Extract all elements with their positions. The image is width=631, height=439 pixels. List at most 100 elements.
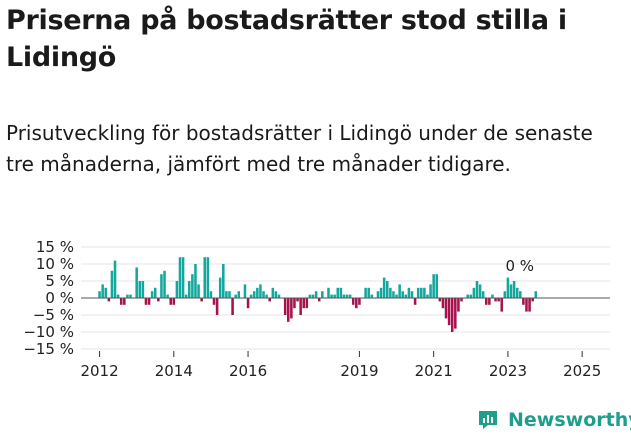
data-bar [246,298,250,309]
data-bar [512,281,516,298]
data-bar [218,277,222,298]
data-bar [116,294,120,298]
data-bar [500,298,503,312]
x-tick-label: 2023 [489,362,527,380]
data-bar [423,287,426,298]
x-tick-label: 2016 [229,362,267,380]
data-bar [194,264,197,298]
data-bar [178,257,182,298]
data-bar [209,291,213,298]
data-bar [157,298,160,302]
data-bar [432,274,435,298]
data-bar [367,287,370,298]
data-bar [141,281,145,298]
price-change-chart: 15 %10 %5 %0 %−5 %−10 %−15 %2012 2014 2016… [23,238,610,380]
data-bar [364,287,367,298]
data-bar [348,294,352,298]
brand-name: Newsworthy [508,409,631,431]
data-bar [534,291,538,298]
data-bar [494,298,497,302]
data-bar [191,274,194,298]
data-bar [302,298,306,309]
data-bar [169,298,172,305]
y-tick-label: 10 % [36,255,74,273]
data-bar [466,294,469,298]
data-bar [525,298,528,312]
data-bar [296,298,299,302]
data-bar [317,298,321,302]
data-bar [413,298,417,305]
data-bar [330,294,333,298]
data-bar [506,277,510,298]
data-bar [163,270,166,298]
data-bar [435,274,439,298]
data-bar [398,284,401,298]
data-bar [484,298,488,305]
data-bar [104,287,108,298]
data-bar [491,294,494,298]
data-bar [401,291,404,298]
data-bar [389,287,392,298]
data-bar [107,298,111,302]
x-tick-label: 2014 [155,362,193,380]
data-bar [438,298,442,302]
x-tick-label: 2021 [415,362,453,380]
data-bar [256,287,259,298]
data-bar [395,294,398,298]
data-bar [126,294,129,298]
data-bar [441,298,445,309]
data-bar [98,291,101,298]
data-bar [215,298,219,315]
data-bar [488,298,491,305]
data-bar [259,284,262,298]
x-tick-label: 2019 [340,362,378,380]
data-bar [237,291,241,298]
data-bar [376,291,380,298]
data-bar [342,294,346,298]
data-bar [181,257,185,298]
data-bar [509,284,513,298]
data-bar [129,294,132,298]
data-bar [519,291,522,298]
data-bar [188,281,191,298]
data-bar [252,291,256,298]
y-tick-label: 0 % [45,289,74,307]
data-bar [447,298,451,326]
chart-subtitle: Prisutveckling för bostadsrätter i Lidin… [6,121,593,176]
data-bar [144,298,148,305]
data-bar [150,291,154,298]
data-bar [268,298,271,302]
data-bar [172,298,176,305]
data-bar [355,298,358,309]
data-bar [497,298,500,302]
data-bar [416,287,420,298]
data-bar [407,287,411,298]
data-bar [184,294,188,298]
data-bar [274,291,278,298]
data-bar [265,294,268,298]
data-bar [101,284,104,298]
data-bar [228,291,231,298]
data-bar [135,267,138,298]
data-bar [382,277,386,298]
data-bar [113,260,117,298]
data-bar [153,287,157,298]
data-bar [123,298,126,305]
data-bar [333,294,336,298]
x-tick-label: 2012 [80,362,118,380]
data-bar [392,291,395,298]
data-bar [277,294,281,298]
data-bar [203,257,207,298]
data-bar [119,298,123,305]
data-bar [457,298,460,312]
data-bar [472,287,476,298]
data-bar [225,291,228,298]
axis-layer: 15 %10 %5 %0 %−5 %−10 %−15 %2012 2014 2016… [23,238,610,380]
data-bar [410,291,414,298]
data-bar [271,287,275,298]
data-bar [429,284,432,298]
data-bar [336,287,340,298]
data-bar [314,291,318,298]
data-bar [234,294,237,298]
data-bar [287,298,290,322]
